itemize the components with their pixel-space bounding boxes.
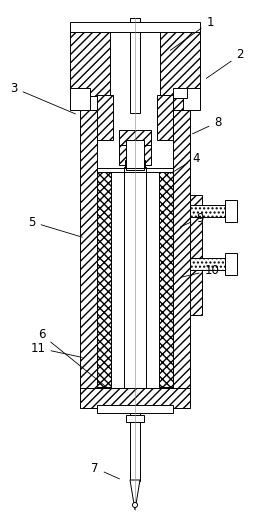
- Text: 3: 3: [10, 82, 75, 114]
- Text: 10: 10: [181, 264, 220, 277]
- Polygon shape: [173, 88, 187, 98]
- Polygon shape: [190, 195, 202, 315]
- Polygon shape: [160, 28, 200, 96]
- Polygon shape: [70, 22, 200, 32]
- Polygon shape: [97, 405, 173, 413]
- Polygon shape: [190, 205, 228, 217]
- Polygon shape: [180, 88, 200, 110]
- Polygon shape: [157, 95, 173, 140]
- Text: 5: 5: [28, 216, 82, 237]
- Polygon shape: [80, 110, 97, 395]
- Polygon shape: [80, 388, 190, 408]
- Polygon shape: [119, 145, 151, 165]
- Polygon shape: [190, 258, 228, 270]
- Text: 11: 11: [31, 341, 82, 357]
- Text: 2: 2: [206, 48, 244, 79]
- Polygon shape: [130, 413, 140, 481]
- Text: 4: 4: [170, 151, 200, 173]
- Polygon shape: [124, 167, 146, 392]
- Polygon shape: [225, 200, 237, 222]
- Polygon shape: [97, 95, 113, 140]
- Text: 1: 1: [170, 15, 214, 51]
- Polygon shape: [159, 172, 173, 387]
- Polygon shape: [119, 130, 151, 145]
- Polygon shape: [173, 110, 190, 395]
- Polygon shape: [126, 415, 144, 422]
- Polygon shape: [130, 18, 140, 113]
- Text: 8: 8: [193, 115, 222, 134]
- Polygon shape: [126, 140, 144, 170]
- Text: 7: 7: [91, 462, 119, 479]
- Polygon shape: [125, 160, 145, 168]
- Polygon shape: [130, 480, 140, 510]
- Polygon shape: [97, 172, 111, 387]
- Polygon shape: [225, 253, 237, 275]
- Polygon shape: [70, 28, 110, 96]
- Text: 6: 6: [38, 328, 108, 388]
- Text: 9: 9: [181, 211, 204, 227]
- Polygon shape: [173, 98, 183, 116]
- Circle shape: [133, 503, 137, 508]
- Polygon shape: [70, 88, 90, 110]
